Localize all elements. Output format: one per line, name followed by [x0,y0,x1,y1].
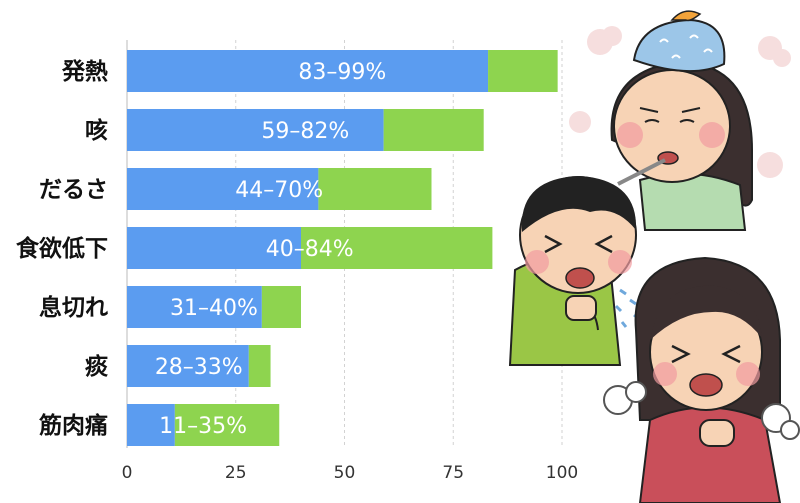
bar-segment-low [127,286,262,328]
bar-data-label: 28–33% [155,355,243,380]
category-label: だるさ [39,177,108,203]
category-label: 食欲低下 [16,235,108,262]
category-label: 発熱 [61,59,108,85]
x-axis-ticks: 0 25 50 75 100 [122,463,579,483]
bar-segment-low [127,345,249,387]
sick-girl-fever-icon [569,10,791,231]
category-label: 筋肉痛 [39,412,108,439]
bar-segment-range [248,345,271,387]
x-tick-label: 75 [442,463,464,483]
bar-segment-range [301,227,493,269]
category-label: 痰 [85,353,109,380]
sick-boy-coughing-icon [508,176,640,366]
bar-data-label: 44–70% [235,178,323,203]
bar-data-label: 40–84% [266,237,354,262]
x-tick-label: 50 [334,463,356,483]
bar-segment-low [127,50,489,92]
x-tick-label: 100 [546,463,578,483]
category-label: 咳 [85,117,108,144]
bar-segment-low [127,404,175,446]
bar-data-label: 83–99% [298,60,386,85]
labels-layer: 発熱 83–99% 咳 59–82% だるさ 44–70% 食欲低下 40–84% 息切れ 31–… [16,59,386,439]
bar-segment-low [127,227,301,269]
bar-segment-low [127,168,319,210]
x-tick-label: 25 [225,463,247,483]
sick-woman-coughing-icon [603,256,800,503]
bar-segment-range [383,109,484,151]
bar-segment-range [488,50,558,92]
bar-data-label: 31–40% [170,296,258,321]
bars-layer [127,50,558,446]
bar-segment-low [127,109,384,151]
bar-data-label: 11–35% [159,414,247,439]
bar-segment-range [261,286,301,328]
category-label: 息切れ [39,294,108,321]
bar-data-label: 59–82% [261,119,349,144]
x-tick-label: 0 [122,463,133,483]
bar-segment-range [318,168,432,210]
bar-segment-range [174,404,280,446]
